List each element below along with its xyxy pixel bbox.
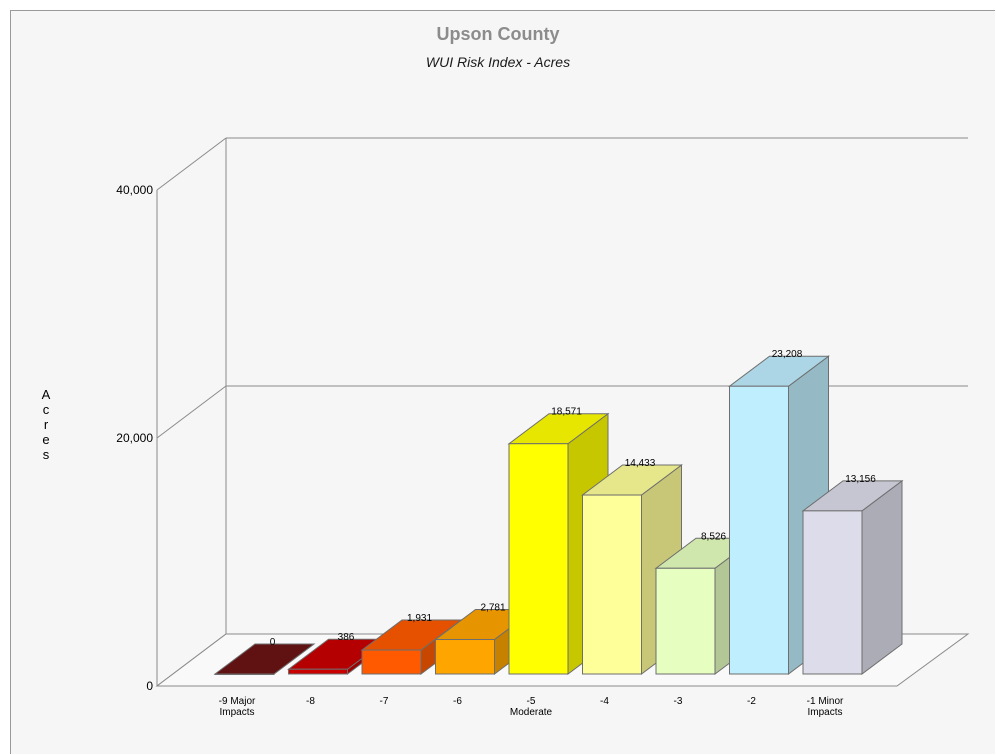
data-label: 18,571 <box>551 407 582 418</box>
bar <box>435 639 495 675</box>
data-label: 13,156 <box>845 474 876 485</box>
y-axis-label-letter: A <box>41 387 51 402</box>
bar-side <box>861 479 903 675</box>
x-tick-label: -8 <box>306 696 315 707</box>
y-axis-label-letter: r <box>43 417 49 432</box>
x-tick-label: Impacts <box>807 707 842 718</box>
data-label: 23,208 <box>772 349 803 360</box>
chart-subtitle: WUI Risk Index - Acres <box>425 54 571 70</box>
data-label: 14,433 <box>625 458 656 469</box>
bar <box>508 443 569 675</box>
y-tick-label: 20,000 <box>116 431 153 445</box>
gridline-side <box>156 137 227 191</box>
chart-title: Upson County <box>436 24 560 44</box>
y-axis-label-letter: c <box>42 402 50 417</box>
x-tick-label: Moderate <box>510 707 553 718</box>
data-label: 2,781 <box>480 603 505 614</box>
x-tick-label: -3 <box>674 696 683 707</box>
x-tick-label: -6 <box>453 696 462 707</box>
bar <box>214 673 275 675</box>
bar <box>655 567 716 675</box>
x-tick-label: -5 <box>527 696 536 707</box>
bar-group: 13,156 <box>801 474 904 675</box>
data-label: 1,931 <box>407 613 432 624</box>
x-tick-label: -7 <box>380 696 389 707</box>
x-tick-label: Impacts <box>219 707 254 718</box>
gridline-side <box>156 385 227 439</box>
bar-group: 0 <box>213 637 316 675</box>
y-tick-label: 0 <box>146 679 153 693</box>
data-label: 386 <box>338 632 355 643</box>
x-tick-label: -1 Minor <box>807 696 844 707</box>
y-axis-label-letter: s <box>42 447 50 462</box>
y-tick-label: 40,000 <box>116 183 153 197</box>
x-tick-label: -4 <box>600 696 609 707</box>
data-label: 8,526 <box>701 531 726 542</box>
bar <box>582 494 642 675</box>
bar <box>729 385 789 675</box>
bar <box>361 649 422 675</box>
bar <box>288 668 348 675</box>
x-tick-label: -2 <box>747 696 756 707</box>
x-tick-label: -9 Major <box>219 696 256 707</box>
y-axis-label-letter: e <box>42 432 50 447</box>
data-label: 0 <box>270 637 276 648</box>
bar <box>802 510 863 675</box>
